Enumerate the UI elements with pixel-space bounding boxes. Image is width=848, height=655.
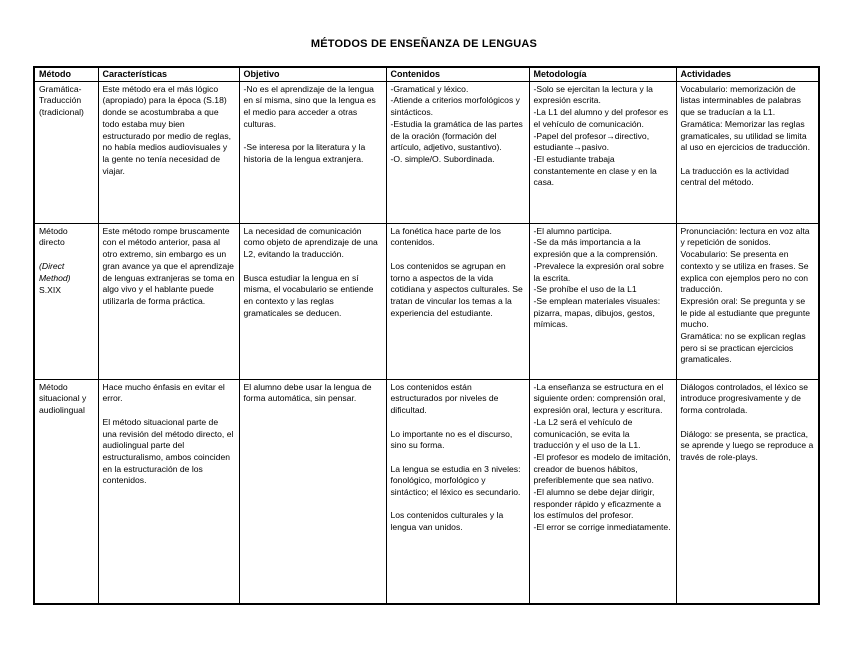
table-row-metodo-directo: Método directo (Direct Method) S.XIX Est… [33, 222, 820, 380]
column-header-caracteristicas: Características [97, 66, 240, 82]
method-name: Método directo [39, 225, 68, 248]
cell-contenidos: La fonética hace parte de los contenidos… [385, 222, 530, 380]
table-row-gramatica-traduccion: Gramática- Traducción (tradicional) Este… [33, 80, 820, 224]
methods-table: Método Características Objetivo Contenid… [33, 66, 820, 606]
column-header-contenidos: Contenidos [385, 66, 530, 82]
cell-objetivo: La necesidad de comunicación como objeto… [238, 222, 387, 380]
cell-objetivo: -No es el aprendizaje de la lengua en sí… [238, 80, 387, 224]
cell-metodologia: -La enseñanza se estructura en el siguie… [528, 378, 677, 605]
cell-contenidos: Los contenidos están estructurados por n… [385, 378, 530, 605]
cell-caracteristicas: Este método era el más lógico (apropiado… [97, 80, 240, 224]
cell-actividades: Diálogos controlados, el léxico se intro… [675, 378, 820, 605]
table-row-situacional-audiolingual: Método situacional y audiolingual Hace m… [33, 378, 820, 605]
cell-metodo: Gramática- Traducción (tradicional) [33, 80, 99, 224]
cell-metodologia: -El alumno participa. -Se da más importa… [528, 222, 677, 380]
cell-metodo: Método directo (Direct Method) S.XIX [33, 222, 99, 380]
cell-actividades: Pronunciación: lectura en voz alta y rep… [675, 222, 820, 380]
cell-actividades: Vocabulario: memorización de listas inte… [675, 80, 820, 224]
column-header-actividades: Actividades [675, 66, 820, 82]
cell-caracteristicas: Este método rompe bruscamente con el mét… [97, 222, 240, 380]
header-row: Método Características Objetivo Contenid… [33, 66, 820, 82]
document-title: MÉTODOS DE ENSEÑANZA DE LENGUAS [310, 38, 538, 50]
cell-metodo: Método situacional y audiolingual [33, 378, 99, 605]
method-era: S.XIX [39, 284, 61, 295]
cell-contenidos: -Gramatical y léxico. -Atiende a criteri… [385, 80, 530, 224]
column-header-metodo: Método [33, 66, 99, 82]
column-header-objetivo: Objetivo [238, 66, 387, 82]
cell-caracteristicas: Hace mucho énfasis en evitar el error. E… [97, 378, 240, 605]
cell-objetivo: El alumno debe usar la lengua de forma a… [238, 378, 387, 605]
column-header-metodologia: Metodología [528, 66, 677, 82]
method-english-name: (Direct Method) [39, 261, 71, 283]
cell-metodologia: -Solo se ejercitan la lectura y la expre… [528, 80, 677, 224]
